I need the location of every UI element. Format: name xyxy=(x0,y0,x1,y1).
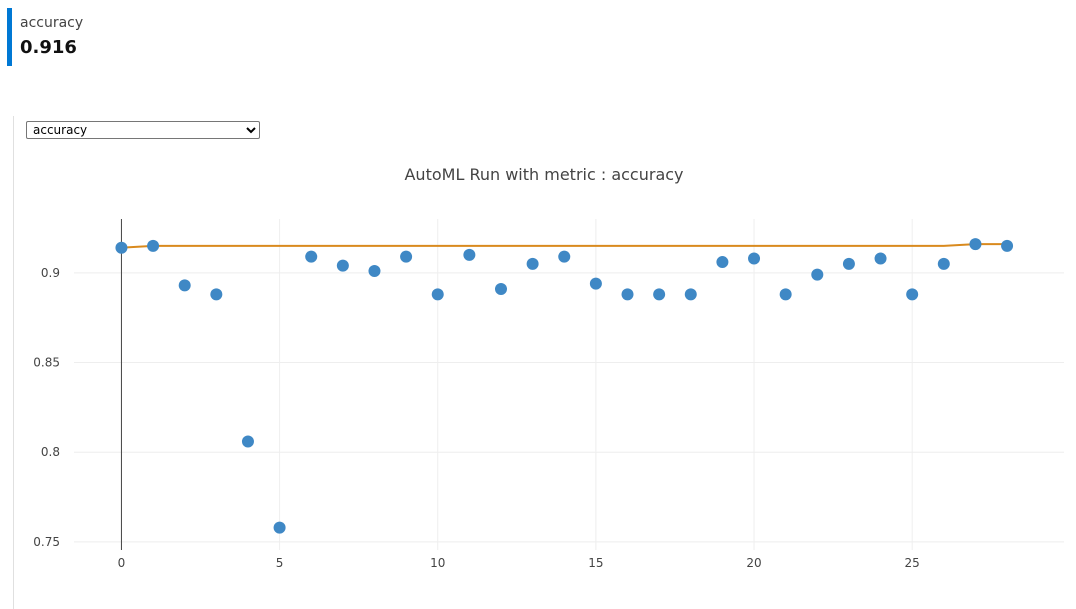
y-tick-label: 0.8 xyxy=(41,445,60,459)
data-point xyxy=(779,288,792,301)
data-point xyxy=(811,268,824,281)
data-point xyxy=(147,239,160,252)
data-point xyxy=(748,252,761,265)
data-point xyxy=(400,250,413,263)
data-point xyxy=(305,250,318,263)
data-point xyxy=(431,288,444,301)
data-point xyxy=(621,288,634,301)
metric-select[interactable]: accuracy xyxy=(26,121,260,139)
x-tick-label: 0 xyxy=(118,556,126,570)
tick-layer: 0 5 10 15 20 25 0.75 0.8 0.85 0.9 xyxy=(33,266,920,570)
data-point xyxy=(241,435,254,448)
data-point xyxy=(589,277,602,290)
data-point xyxy=(653,288,666,301)
y-tick-label: 0.9 xyxy=(41,266,60,280)
point-layer xyxy=(115,238,1014,534)
x-tick-label: 15 xyxy=(588,556,603,570)
x-tick-label: 25 xyxy=(905,556,920,570)
data-point xyxy=(273,521,286,534)
data-point xyxy=(526,257,539,270)
data-point xyxy=(842,257,855,270)
data-point xyxy=(494,282,507,295)
x-tick-label: 10 xyxy=(430,556,445,570)
metric-value: 0.916 xyxy=(20,37,77,58)
data-point xyxy=(368,265,381,278)
data-point xyxy=(716,256,729,269)
data-point xyxy=(463,248,476,261)
y-tick-label: 0.75 xyxy=(33,535,60,549)
line-layer xyxy=(121,243,1008,249)
y-tick-label: 0.85 xyxy=(33,356,60,370)
data-point xyxy=(210,288,223,301)
data-point xyxy=(336,259,349,272)
data-point xyxy=(558,250,571,263)
series-line xyxy=(121,243,1008,249)
data-point xyxy=(684,288,697,301)
metric-card: accuracy 0.916 xyxy=(7,8,83,66)
x-tick-label: 20 xyxy=(746,556,761,570)
data-point xyxy=(969,238,982,251)
x-tick-label: 5 xyxy=(276,556,284,570)
data-point xyxy=(874,252,887,265)
data-point xyxy=(115,241,128,254)
data-point xyxy=(178,279,191,292)
data-point xyxy=(906,288,919,301)
data-point xyxy=(1001,239,1014,252)
data-point xyxy=(937,257,950,270)
chart-panel: accuracy xyxy=(13,116,1074,609)
grid-layer xyxy=(74,219,1064,550)
metric-label: accuracy xyxy=(20,15,84,31)
chart-title: AutoML Run with metric : accuracy xyxy=(404,165,683,184)
